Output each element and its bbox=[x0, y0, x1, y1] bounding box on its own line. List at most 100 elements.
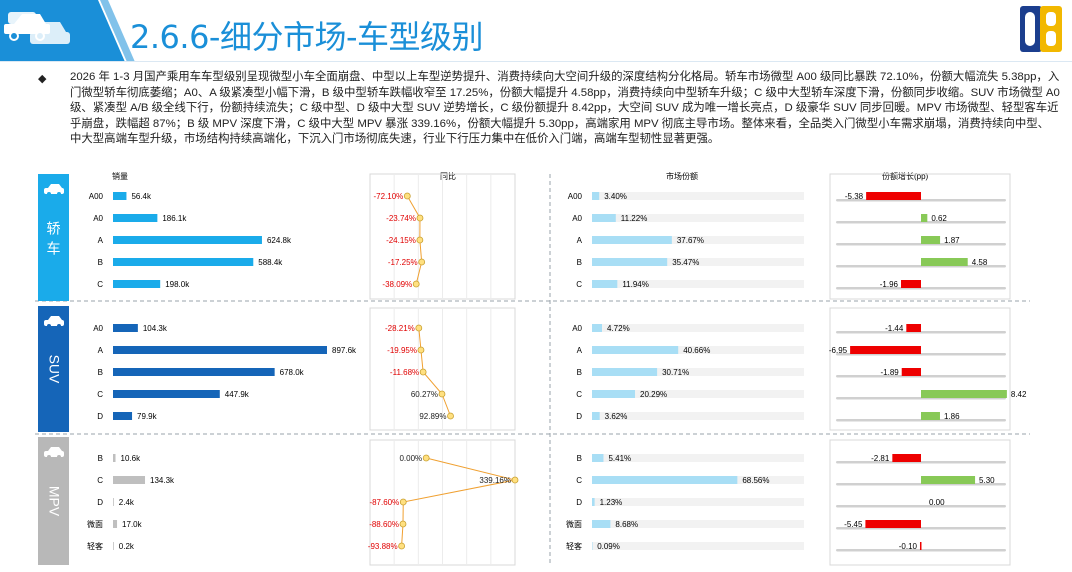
share-value-label: 68.56% bbox=[742, 476, 769, 485]
sales-bar bbox=[113, 412, 133, 420]
segment-label: SUV bbox=[47, 355, 63, 384]
share-change-label: 0.00 bbox=[929, 498, 945, 507]
share-change-label: -6.95 bbox=[829, 346, 848, 355]
sales-value-label: 624.8k bbox=[267, 236, 292, 245]
icon-body bbox=[44, 188, 64, 194]
share-bar bbox=[592, 324, 603, 332]
category-label: A00 bbox=[89, 192, 104, 201]
category-label: C bbox=[576, 390, 582, 399]
category-label: C bbox=[576, 280, 582, 289]
yoy-value-label: -19.95% bbox=[387, 346, 417, 355]
category-label: D bbox=[576, 498, 582, 507]
share-change-label: 1.86 bbox=[944, 412, 960, 421]
share-change-label: 4.58 bbox=[972, 258, 988, 267]
share-value-label: 20.29% bbox=[640, 390, 667, 399]
category-label: D bbox=[97, 412, 103, 421]
share-track bbox=[592, 346, 804, 354]
yoy-point bbox=[511, 476, 519, 484]
share-bar bbox=[592, 454, 604, 462]
yoy-point bbox=[403, 192, 411, 200]
share-change-label: -2.81 bbox=[871, 454, 890, 463]
share-bar bbox=[592, 236, 672, 244]
icon-wheel bbox=[57, 455, 61, 459]
sales-value-label: 79.9k bbox=[137, 412, 158, 421]
yoy-point bbox=[398, 542, 406, 550]
category-label: 轻客 bbox=[566, 541, 582, 551]
yoy-value-label: -93.88% bbox=[368, 542, 398, 551]
share-value-label: 3.62% bbox=[605, 412, 628, 421]
summary-text: 2026 年 1-3 月国产乘用车车型级别呈现微型小车全面崩盘、中型以上车型逆势… bbox=[70, 71, 1060, 145]
category-label: A00 bbox=[568, 192, 583, 201]
share-value-label: 0.09% bbox=[597, 542, 620, 551]
share-change-label: 0.62 bbox=[931, 214, 947, 223]
share-bar bbox=[592, 258, 668, 266]
yoy-value-label: -72.10% bbox=[374, 192, 404, 201]
share-change-track bbox=[836, 375, 1006, 378]
icon-body bbox=[44, 451, 64, 457]
sales-value-label: 134.3k bbox=[150, 476, 175, 485]
sales-value-label: 56.4k bbox=[131, 192, 152, 201]
category-label: A0 bbox=[572, 324, 582, 333]
category-label: 轻客 bbox=[87, 541, 103, 551]
share-bar bbox=[592, 498, 595, 506]
share-change-bar bbox=[865, 520, 921, 528]
icon-roof bbox=[48, 184, 62, 188]
category-label: A bbox=[577, 346, 583, 355]
yoy-value-label: 0.00% bbox=[399, 454, 422, 463]
segment-label-char: 轿 bbox=[47, 221, 61, 237]
share-change-bar bbox=[901, 280, 921, 288]
share-change-track bbox=[836, 221, 1006, 224]
share-change-track bbox=[836, 461, 1006, 464]
yoy-value-label: -24.15% bbox=[386, 236, 416, 245]
header-yoy: 同比 bbox=[440, 171, 456, 181]
share-change-bar bbox=[921, 412, 940, 420]
share-value-label: 35.47% bbox=[672, 258, 699, 267]
sales-bar bbox=[113, 236, 262, 244]
icon-wheel bbox=[47, 324, 51, 328]
share-bar bbox=[592, 476, 738, 484]
suv-icon bbox=[44, 316, 64, 328]
sales-bar bbox=[113, 214, 158, 222]
yoy-point bbox=[399, 520, 407, 528]
share-track bbox=[592, 390, 804, 398]
share-bar bbox=[592, 542, 593, 550]
sales-bar bbox=[113, 520, 118, 528]
yoy-point bbox=[447, 412, 454, 420]
sales-value-label: 2.4k bbox=[119, 498, 135, 507]
share-value-label: 3.40% bbox=[604, 192, 627, 201]
yoy-value-label: -23.74% bbox=[386, 214, 416, 223]
share-value-label: 37.67% bbox=[677, 236, 704, 245]
car-icon bbox=[4, 12, 70, 44]
share-change-bar bbox=[892, 454, 921, 462]
category-label: 微面 bbox=[566, 519, 582, 529]
share-bar bbox=[592, 412, 600, 420]
share-change-bar bbox=[866, 192, 921, 200]
yoy-value-label: 339.16% bbox=[479, 476, 511, 485]
share-change-track bbox=[836, 505, 1006, 508]
share-change-label: 8.42 bbox=[1011, 390, 1027, 399]
share-track bbox=[592, 258, 804, 266]
category-label: D bbox=[97, 498, 103, 507]
share-change-bar bbox=[850, 346, 921, 354]
category-label: C bbox=[97, 390, 103, 399]
category-label: A0 bbox=[93, 324, 103, 333]
page-title: 2.6.6-细分市场-车型级别 bbox=[130, 18, 484, 56]
share-change-track bbox=[836, 419, 1006, 422]
share-bar bbox=[592, 346, 679, 354]
sales-bar bbox=[113, 324, 138, 332]
category-label: C bbox=[576, 476, 582, 485]
sales-value-label: 0.2k bbox=[119, 542, 135, 551]
share-bar bbox=[592, 368, 658, 376]
category-label: A bbox=[577, 236, 583, 245]
share-change-label: -1.44 bbox=[885, 324, 904, 333]
share-bar bbox=[592, 280, 618, 288]
sales-bar bbox=[113, 476, 146, 484]
category-label: 微面 bbox=[87, 519, 103, 529]
sales-bar bbox=[113, 280, 161, 288]
sales-bar bbox=[113, 368, 275, 376]
share-change-track bbox=[836, 243, 1006, 246]
sales-bar bbox=[113, 390, 220, 398]
yoy-point bbox=[417, 346, 425, 354]
sales-value-label: 198.0k bbox=[165, 280, 190, 289]
share-change-bar bbox=[921, 476, 976, 484]
